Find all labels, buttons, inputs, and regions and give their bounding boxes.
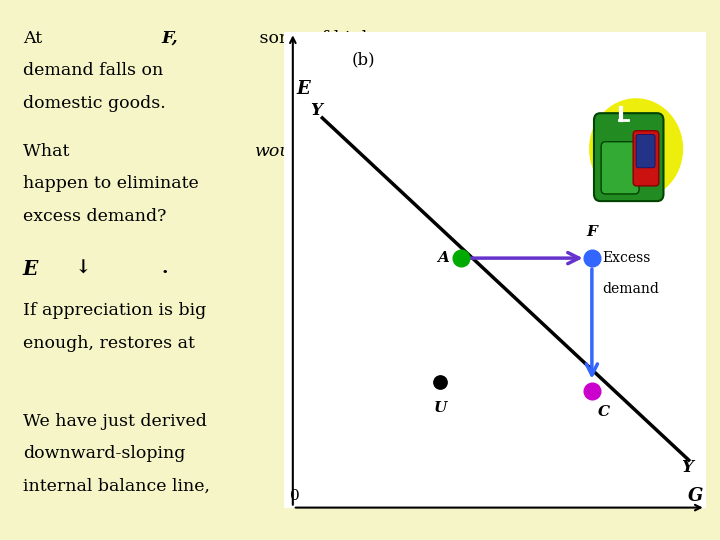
Text: ↓: ↓ [69,259,91,277]
Text: What: What [23,143,75,160]
Ellipse shape [590,99,683,199]
FancyBboxPatch shape [633,131,659,186]
Text: At: At [23,30,48,46]
Text: F: F [586,225,598,239]
Text: Y: Y [310,102,322,119]
Text: We have just derived: We have just derived [23,413,207,430]
Text: .: . [161,259,168,277]
Text: demand: demand [603,282,660,296]
Text: Y: Y [680,458,693,476]
Text: downward-sloping: downward-sloping [23,446,185,462]
Text: would: would [254,143,307,160]
Text: excess demand?: excess demand? [23,208,166,225]
Text: (b): (b) [352,51,375,69]
FancyBboxPatch shape [594,113,664,201]
Text: U: U [433,401,447,415]
Text: C: C [598,406,611,420]
Text: demand falls on: demand falls on [23,62,163,79]
Text: E: E [297,80,310,98]
Text: enough, restores at: enough, restores at [23,335,206,352]
Text: 0: 0 [290,489,300,503]
Text: happen to eliminate: happen to eliminate [23,176,199,192]
Text: have to: have to [485,143,555,160]
Text: If appreciation is big: If appreciation is big [23,302,206,319]
Text: some of higher: some of higher [254,30,392,46]
Text: internal balance line,: internal balance line, [23,478,215,495]
Text: G: G [688,487,703,505]
FancyBboxPatch shape [636,134,655,168]
Text: F,: F, [161,30,178,46]
Text: A: A [437,251,449,265]
Text: domestic goods.: domestic goods. [23,94,166,111]
Text: E: E [23,259,38,279]
FancyBboxPatch shape [601,141,639,194]
Text: Excess: Excess [603,251,651,265]
